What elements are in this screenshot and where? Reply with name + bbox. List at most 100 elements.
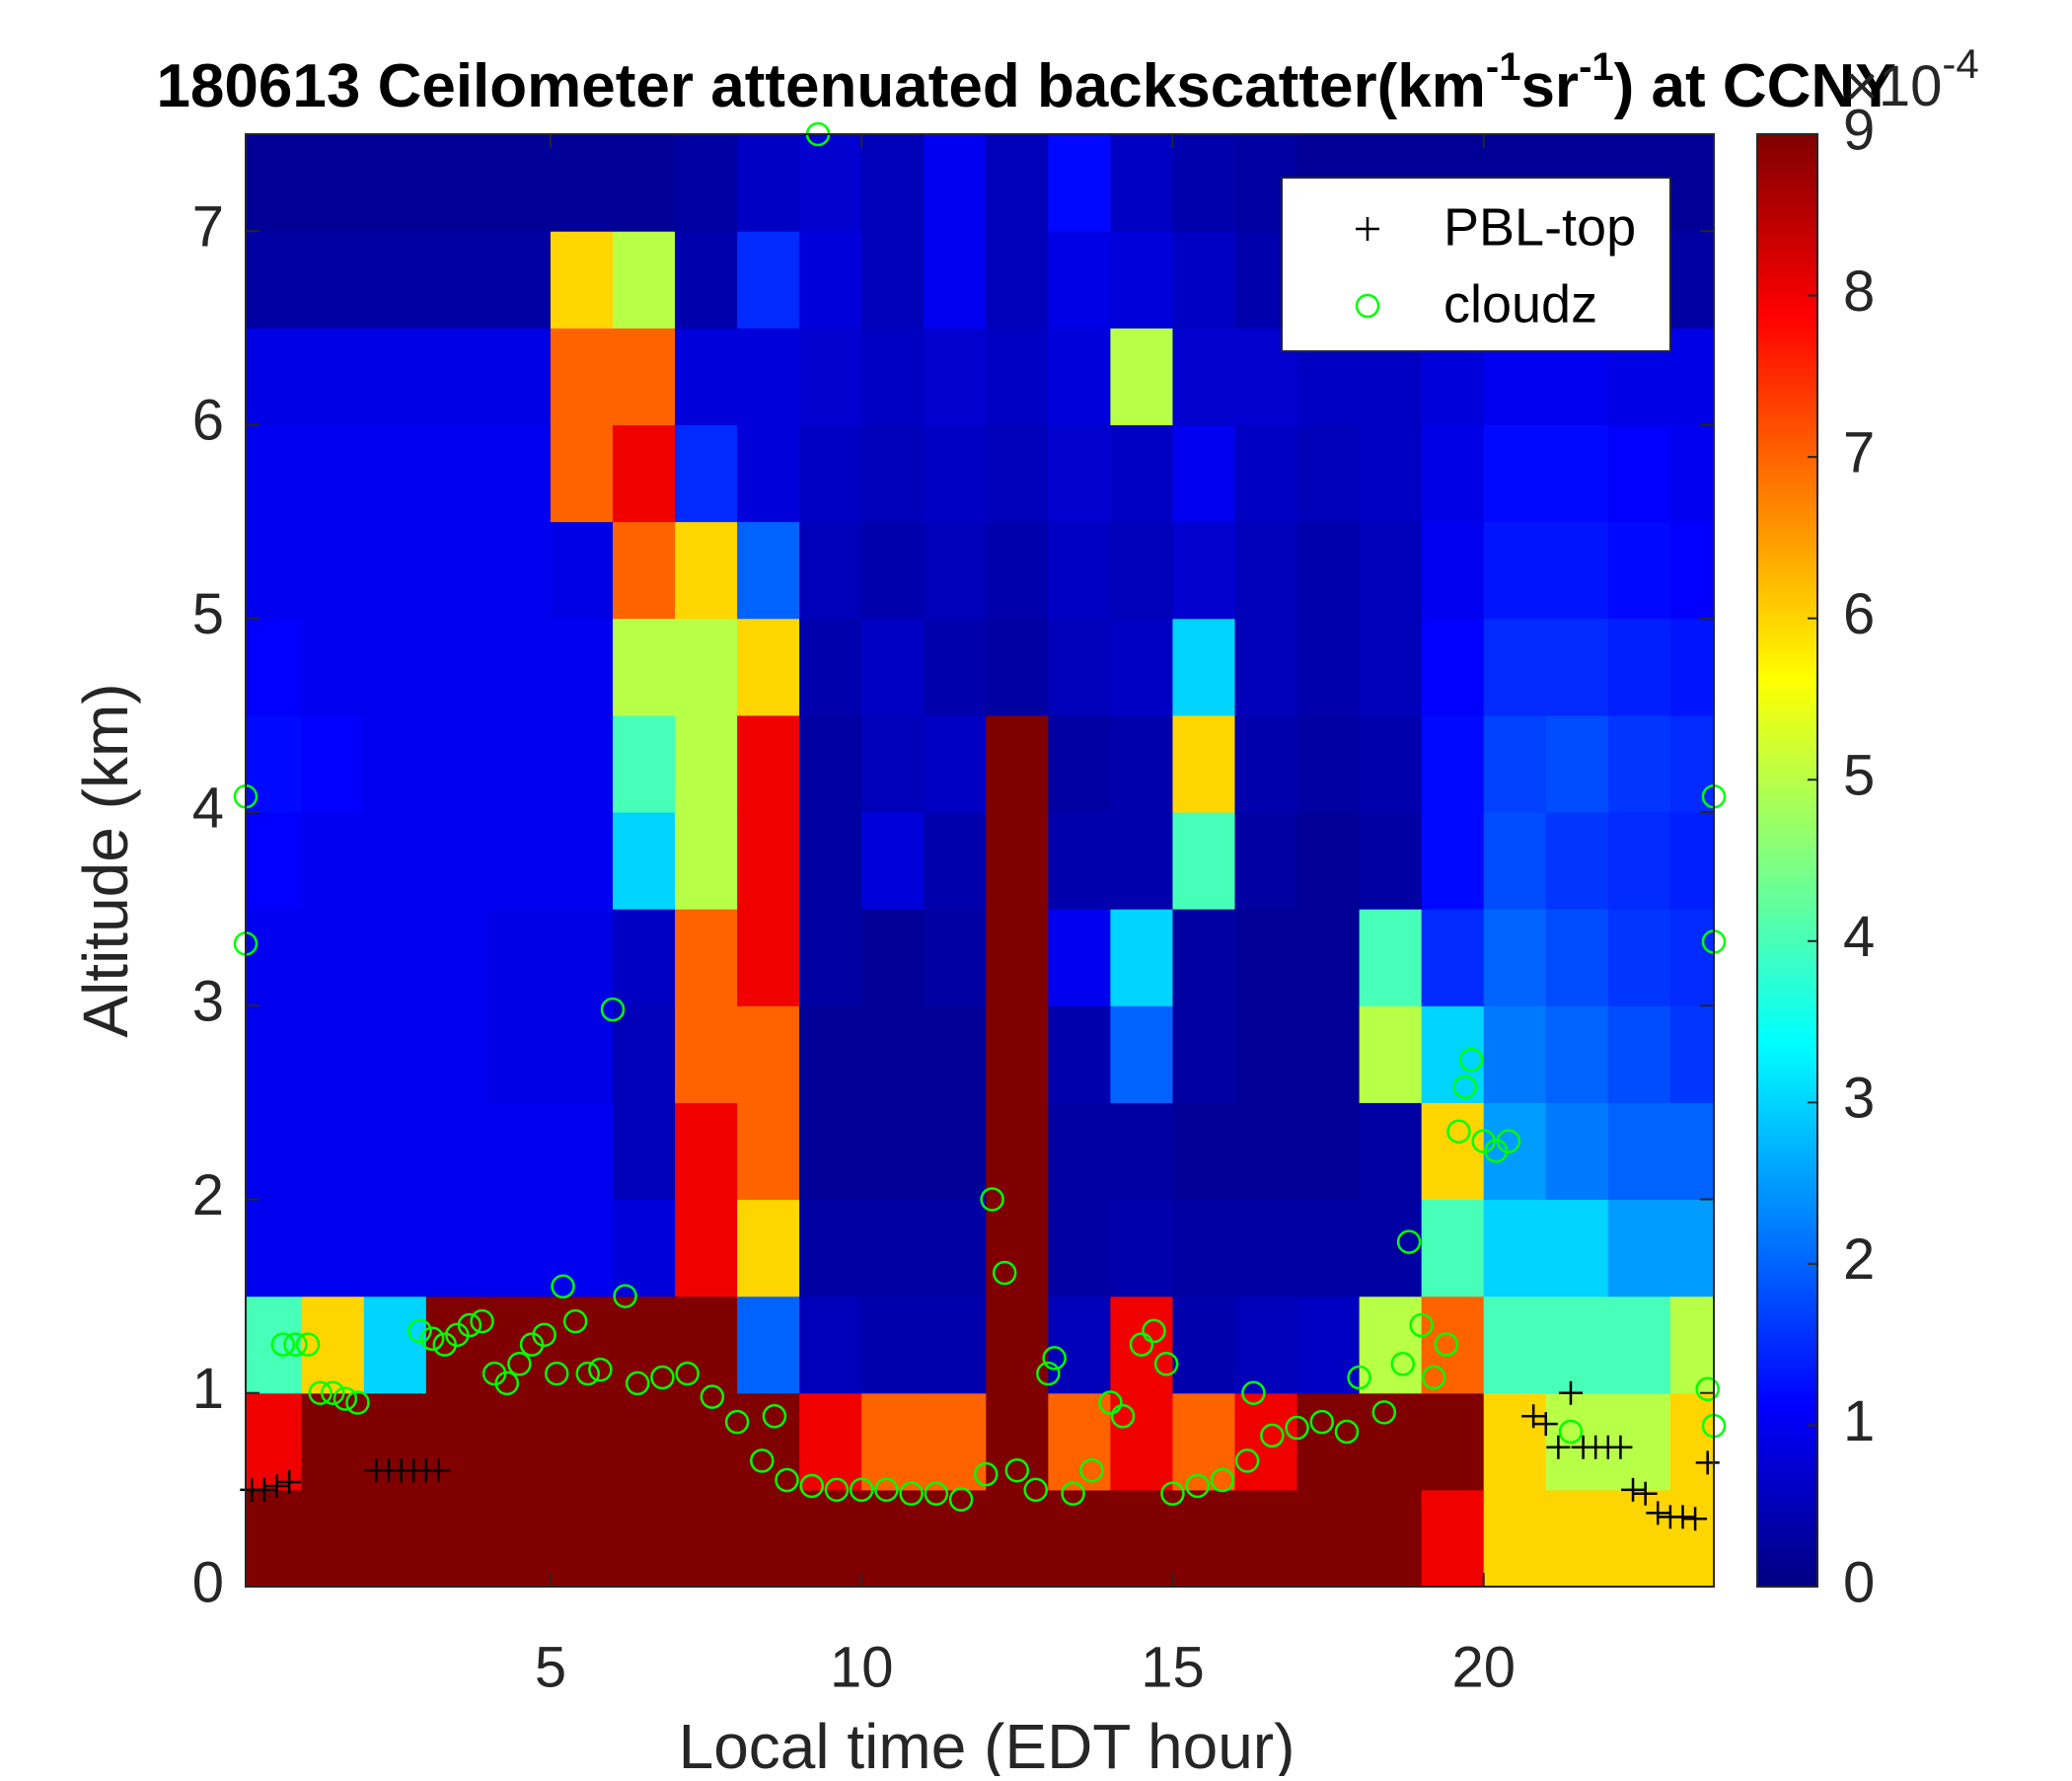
heat-cell — [1048, 521, 1112, 620]
heat-cell — [924, 1102, 987, 1201]
heat-cell — [613, 1005, 676, 1103]
heat-cell — [1669, 231, 1714, 329]
heat-cell — [799, 1102, 862, 1201]
heat-cell — [487, 1102, 552, 1201]
heat-cell — [861, 424, 925, 523]
heat-cell — [363, 328, 427, 425]
heat-cell — [861, 328, 925, 425]
legend: PBL-top cloudz — [1281, 177, 1671, 352]
heat-cell — [1359, 424, 1423, 523]
heat-cell — [1421, 1392, 1485, 1491]
heat-cell — [1483, 909, 1547, 1006]
circle-marker — [824, 1477, 850, 1503]
heat-cell — [487, 1489, 552, 1587]
circle-marker — [1260, 1423, 1285, 1448]
circle-marker — [700, 1384, 725, 1409]
heat-cell — [861, 231, 925, 329]
heat-cell — [1048, 424, 1112, 523]
heat-cell — [1359, 1296, 1423, 1394]
circle-marker — [762, 1404, 787, 1429]
colorbar-tick-label: 4 — [1843, 905, 1875, 969]
circle-marker — [308, 1380, 333, 1405]
heat-cell — [487, 1005, 552, 1103]
circle-marker — [1098, 1390, 1123, 1415]
heat-cell — [1172, 1005, 1236, 1103]
heat-cell — [246, 231, 303, 329]
heat-cell — [737, 1005, 800, 1103]
heat-cell — [363, 424, 427, 523]
heat-cell — [924, 231, 987, 329]
heat-cell — [1421, 1102, 1485, 1201]
heat-cell — [675, 1392, 738, 1491]
heat-cell — [924, 811, 987, 910]
heat-cell — [1234, 1102, 1298, 1201]
heat-cell — [675, 1296, 738, 1394]
heat-cell — [1669, 1102, 1714, 1201]
heat-cell — [487, 811, 552, 910]
legend-label: PBL-top — [1443, 197, 1636, 257]
heat-cell — [1110, 231, 1174, 329]
circle-marker — [1434, 1332, 1459, 1357]
heat-cell — [799, 1489, 862, 1587]
heat-cell — [246, 328, 303, 425]
heat-cell — [1421, 1489, 1485, 1587]
plus-marker — [264, 1473, 289, 1498]
heat-cell — [1607, 811, 1671, 910]
heat-cell — [301, 909, 365, 1006]
heat-cell — [737, 1199, 800, 1298]
heat-cell — [1359, 1005, 1423, 1103]
heat-cell — [986, 811, 1049, 910]
circle-marker — [1023, 1477, 1048, 1503]
heat-cell — [1607, 1296, 1671, 1394]
heat-cell — [1234, 618, 1298, 716]
heat-cell — [363, 1296, 427, 1394]
heat-cell — [1234, 424, 1298, 523]
heat-cell — [799, 1199, 862, 1298]
heat-cell — [301, 1102, 365, 1201]
heat-cell — [1607, 521, 1671, 620]
heat-cell — [1234, 1199, 1298, 1298]
plus-marker — [1608, 1435, 1633, 1459]
heat-cell — [1172, 811, 1236, 910]
heat-cell — [1296, 618, 1361, 716]
heat-cell — [861, 1199, 925, 1298]
colorbar — [1756, 133, 1818, 1588]
circle-marker — [507, 1352, 532, 1376]
heat-cell — [425, 328, 489, 425]
heat-cell — [675, 1005, 738, 1103]
heat-cell — [1296, 424, 1361, 523]
title-sup: -1 — [1579, 45, 1614, 89]
circle-marker — [1396, 1229, 1422, 1254]
circle-marker — [1142, 1318, 1166, 1344]
heat-cell — [737, 618, 800, 716]
heat-cell — [363, 618, 427, 716]
heat-cell — [550, 134, 614, 232]
circle-marker — [270, 1332, 296, 1357]
heat-cell — [924, 618, 987, 716]
heat-cell — [246, 909, 303, 1006]
heat-cell — [487, 909, 552, 1006]
heat-cell — [550, 328, 614, 425]
heat-cell — [1359, 909, 1423, 1006]
title-part: 180613 Ceilometer attenuated backscatter… — [156, 52, 1485, 120]
circle-marker — [874, 1477, 899, 1503]
heat-cell — [675, 811, 738, 910]
heat-cell — [1172, 1199, 1236, 1298]
heat-cell — [1359, 521, 1423, 620]
heat-cell — [1483, 1392, 1547, 1491]
heat-cell — [799, 909, 862, 1006]
heat-cell — [799, 521, 862, 620]
circle-marker — [283, 1332, 308, 1357]
heat-cell — [1421, 618, 1485, 716]
circle-marker — [1558, 1419, 1584, 1445]
heat-cell — [1110, 1296, 1174, 1394]
circle-marker — [899, 1481, 924, 1507]
heat-cell — [1234, 811, 1298, 910]
y-tick-label: 3 — [192, 970, 224, 1034]
heat-cell — [924, 909, 987, 1006]
heat-cell — [861, 1005, 925, 1103]
circle-marker — [750, 1448, 775, 1473]
heat-cell — [613, 618, 676, 716]
heat-cell — [1296, 1489, 1361, 1587]
heat-cell — [737, 909, 800, 1006]
